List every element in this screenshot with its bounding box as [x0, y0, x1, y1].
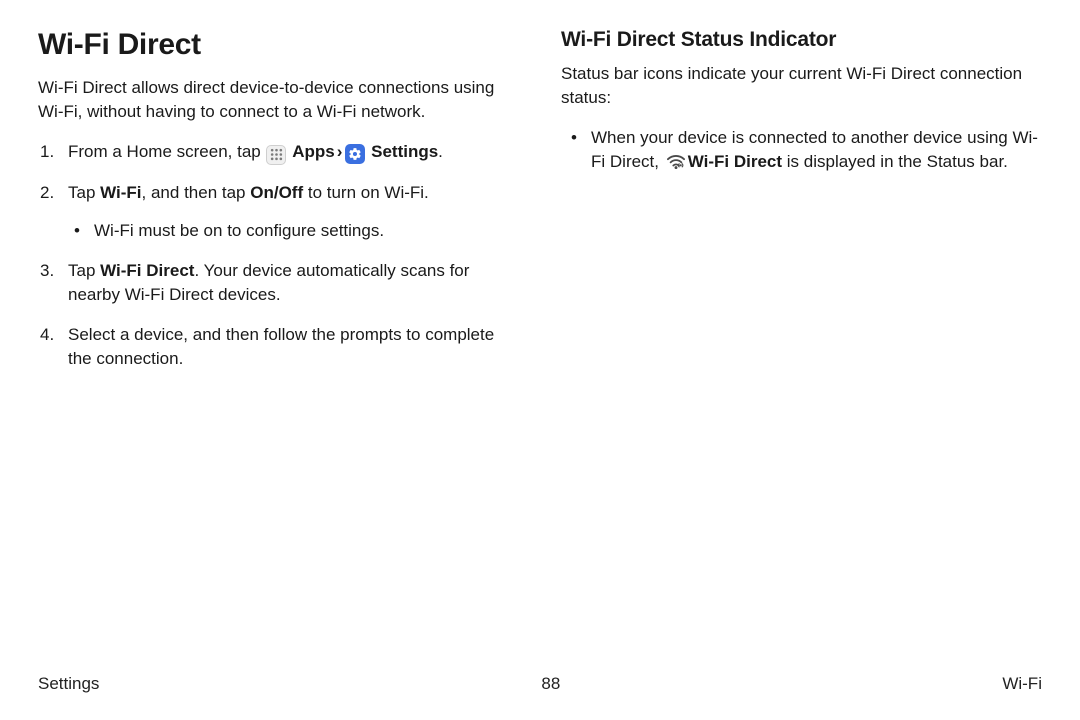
step-1-period: . [438, 142, 443, 161]
step-2-post: to turn on Wi-Fi. [303, 183, 429, 202]
footer-left: Settings [38, 674, 99, 694]
settings-label: Settings [371, 142, 438, 161]
status-bullet-post: is displayed in the Status bar. [782, 152, 1008, 171]
intro-paragraph: Wi-Fi Direct allows direct device-to-dev… [38, 76, 519, 124]
apps-label: Apps [292, 142, 335, 161]
right-column: Wi-Fi Direct Status Indicator Status bar… [561, 28, 1042, 388]
footer-page-number: 88 [541, 674, 560, 694]
page-footer: Settings 88 Wi-Fi [38, 674, 1042, 694]
step-2-pre: Tap [68, 183, 100, 202]
status-heading: Wi-Fi Direct Status Indicator [561, 28, 1042, 52]
settings-icon [345, 144, 365, 164]
step-1-pre: From a Home screen, tap [68, 142, 265, 161]
step-2: Tap Wi-Fi, and then tap On/Off to turn o… [38, 181, 519, 243]
step-2-sub-item: Wi-Fi must be on to configure settings. [68, 219, 519, 243]
step-2-mid: , and then tap [142, 183, 251, 202]
apps-icon [266, 145, 286, 165]
status-list: When your device is connected to another… [561, 126, 1042, 174]
steps-list: From a Home screen, tap Apps› Settings. … [38, 140, 519, 371]
two-column-layout: Wi-Fi Direct Wi-Fi Direct allows direct … [38, 28, 1042, 388]
footer-right: Wi-Fi [1002, 674, 1042, 694]
wifi-direct-status-label: Wi-Fi Direct [688, 152, 782, 171]
page-title: Wi-Fi Direct [38, 28, 519, 62]
step-2-sublist: Wi-Fi must be on to configure settings. [68, 219, 519, 243]
wifi-direct-label: Wi-Fi Direct [100, 261, 194, 280]
chevron-right-icon: › [335, 142, 345, 161]
step-4: Select a device, and then follow the pro… [38, 323, 519, 371]
step-1: From a Home screen, tap Apps› Settings. [38, 140, 519, 165]
step-3: Tap Wi-Fi Direct. Your device automatica… [38, 259, 519, 307]
step-3-pre: Tap [68, 261, 100, 280]
wifi-direct-icon [665, 152, 687, 170]
status-bullet: When your device is connected to another… [561, 126, 1042, 174]
wifi-label: Wi-Fi [100, 183, 141, 202]
left-column: Wi-Fi Direct Wi-Fi Direct allows direct … [38, 28, 519, 388]
status-intro: Status bar icons indicate your current W… [561, 62, 1042, 110]
onoff-label: On/Off [250, 183, 303, 202]
